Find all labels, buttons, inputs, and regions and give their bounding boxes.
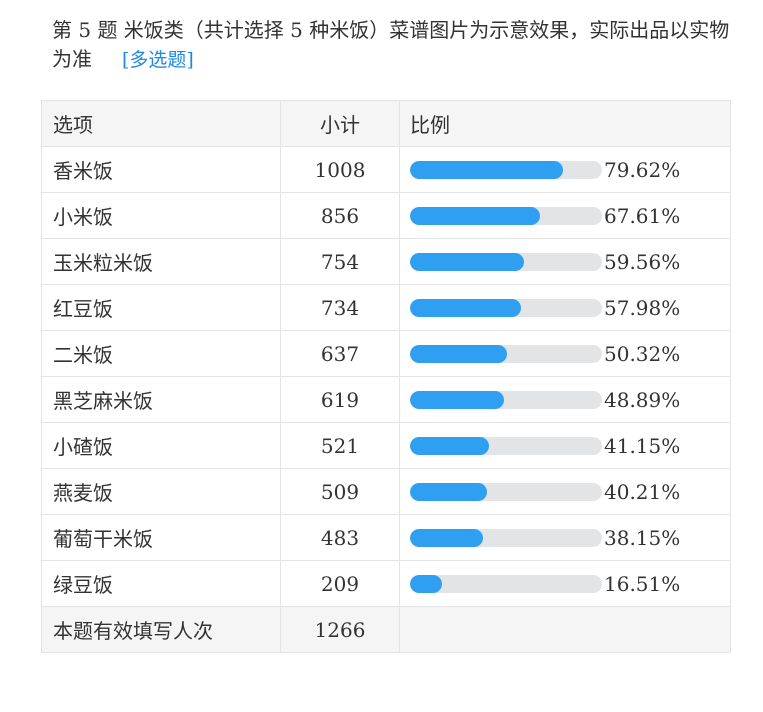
option-label: 二米饭 [41,330,281,377]
option-label: 玉米粒米饭 [41,238,281,285]
option-ratio: 67.61% [399,192,731,239]
option-label: 香米饭 [41,146,281,193]
progress-bar-track [410,528,602,547]
option-count: 509 [280,468,400,515]
percent-label: 16.51% [604,571,681,596]
progress-bar-fill [410,528,484,547]
progress-bar-track [410,344,602,363]
progress-bar-track [410,206,602,225]
progress-bar-fill [410,298,522,317]
percent-label: 41.15% [604,433,681,458]
table-row: 黑芝麻米饭 619 48.89% [41,376,731,423]
option-ratio: 48.89% [399,376,731,423]
percent-label: 57.98% [604,295,681,320]
percent-label: 38.15% [604,525,681,550]
question-text: 第 5 题 米饭类（共计选择 5 种米饭）菜谱图片为示意效果，实际出品以实物为准 [52,18,730,71]
result-table: 选项 小计 比例 香米饭 1008 79.62% 小米饭 856 67.61% 玉米粒米饭 7… [41,100,731,653]
option-label: 葡萄干米饭 [41,514,281,561]
option-count: 521 [280,422,400,469]
progress-bar-fill [410,206,540,225]
option-count: 637 [280,330,400,377]
option-ratio: 50.32% [399,330,731,377]
table-row: 红豆饭 734 57.98% [41,284,731,331]
option-count: 856 [280,192,400,239]
progress-bar-fill [410,436,489,455]
progress-bar-track [410,252,602,271]
progress-bar-track [410,160,602,179]
option-count: 619 [280,376,400,423]
header-count: 小计 [280,100,400,147]
percent-label: 79.62% [604,157,681,182]
header-ratio: 比例 [399,100,731,147]
option-label: 燕麦饭 [41,468,281,515]
option-label: 绿豆饭 [41,560,281,607]
percent-label: 59.56% [604,249,681,274]
option-count: 754 [280,238,400,285]
progress-bar-fill [410,344,507,363]
progress-bar-track [410,390,602,409]
option-label: 黑芝麻米饭 [41,376,281,423]
percent-label: 48.89% [604,387,681,412]
percent-label: 40.21% [604,479,681,504]
total-label: 本题有效填写人次 [41,606,281,653]
total-ratio-empty [399,606,731,653]
table-header-row: 选项 小计 比例 [41,100,731,147]
option-count: 483 [280,514,400,561]
progress-bar-fill [410,390,504,409]
total-row: 本题有效填写人次 1266 [41,606,731,653]
option-label: 小米饭 [41,192,281,239]
table-body: 香米饭 1008 79.62% 小米饭 856 67.61% 玉米粒米饭 754 59.56% 红… [41,146,731,653]
progress-bar-track [410,436,602,455]
option-ratio: 38.15% [399,514,731,561]
total-count: 1266 [280,606,400,653]
table-row: 葡萄干米饭 483 38.15% [41,514,731,561]
question-type-tag: [多选题] [122,49,194,71]
option-ratio: 57.98% [399,284,731,331]
percent-label: 50.32% [604,341,681,366]
table-row: 二米饭 637 50.32% [41,330,731,377]
progress-bar-fill [410,574,442,593]
option-label: 红豆饭 [41,284,281,331]
option-count: 1008 [280,146,400,193]
option-ratio: 16.51% [399,560,731,607]
progress-bar-fill [410,160,563,179]
question-title: 第 5 题 米饭类（共计选择 5 种米饭）菜谱图片为示意效果，实际出品以实物为准… [52,16,732,75]
option-count: 734 [280,284,400,331]
table-row: 香米饭 1008 79.62% [41,146,731,193]
table-row: 玉米粒米饭 754 59.56% [41,238,731,285]
percent-label: 67.61% [604,203,681,228]
option-ratio: 41.15% [399,422,731,469]
option-label: 小碴饭 [41,422,281,469]
table-row: 燕麦饭 509 40.21% [41,468,731,515]
table-row: 小碴饭 521 41.15% [41,422,731,469]
table-row: 小米饭 856 67.61% [41,192,731,239]
option-ratio: 79.62% [399,146,731,193]
table-row: 绿豆饭 209 16.51% [41,560,731,607]
progress-bar-fill [410,482,488,501]
option-count: 209 [280,560,400,607]
option-ratio: 40.21% [399,468,731,515]
progress-bar-track [410,574,602,593]
progress-bar-track [410,482,602,501]
option-ratio: 59.56% [399,238,731,285]
header-option: 选项 [41,100,281,147]
progress-bar-track [410,298,602,317]
progress-bar-fill [410,252,525,271]
